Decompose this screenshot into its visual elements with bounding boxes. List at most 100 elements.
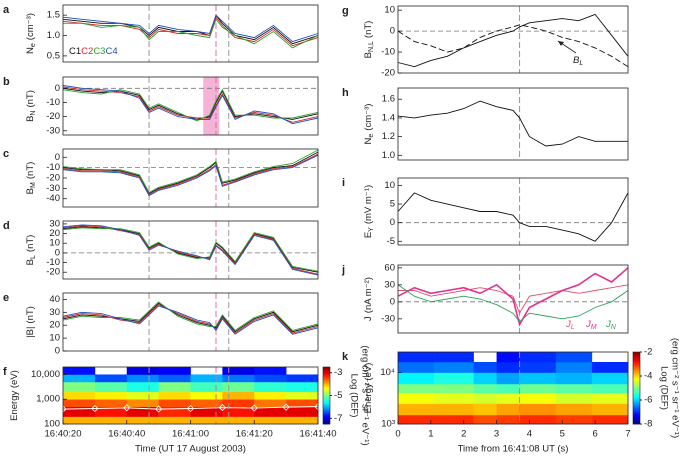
panel: a 0.5 1.0 1.5 Ne (cm⁻³) C1C2C3C4	[3, 4, 319, 63]
colorbar-step	[323, 368, 330, 371]
heatmap-cell	[158, 374, 191, 383]
y-tick-label: 10,000	[31, 369, 60, 380]
colorbar-step	[633, 377, 640, 380]
heatmap-cell	[63, 381, 96, 393]
y-axis-title: Energy (eV)	[9, 370, 20, 421]
heatmap-cell	[222, 367, 255, 375]
label-main: B	[25, 116, 36, 122]
panel: b 0 -10 -20 -30 BN (nT)	[3, 76, 319, 136]
y-tick-label: 1.6	[382, 94, 395, 105]
colorbar-units: (erg cm⁻² s⁻¹ sr⁻¹ eV⁻¹)	[669, 338, 680, 438]
x-tick-label: 16:41:00	[172, 429, 209, 440]
mean-energy-marker	[282, 403, 290, 411]
colorbar-step	[633, 352, 640, 355]
label-unit: (nA m⁻²)	[363, 277, 374, 313]
label-main: N	[25, 47, 36, 54]
heatmap-cell	[222, 381, 255, 393]
colorbar-step	[323, 405, 330, 408]
panel-letter: f	[3, 366, 7, 378]
y-tick-label: 10⁴	[380, 367, 395, 378]
colorbar-step	[323, 415, 330, 418]
colorbar-step	[323, 412, 330, 415]
colorbar-step	[633, 395, 640, 398]
colorbar-step	[633, 391, 640, 394]
data-line	[62, 14, 319, 45]
panel-letter: i	[342, 177, 345, 189]
colorbar-step	[633, 420, 640, 423]
colorbar-step	[633, 397, 640, 400]
label-main: J	[363, 316, 374, 321]
colorbar-step	[323, 384, 330, 386]
heatmap-cell	[126, 374, 159, 383]
heatmap-cell	[591, 403, 629, 416]
heatmap-cell	[398, 414, 435, 425]
colorbar-step	[323, 406, 330, 409]
y-axis-title: Energy (eV)	[363, 363, 374, 414]
y-tick-label: 10	[384, 180, 395, 191]
colorbar-step	[633, 393, 640, 396]
colorbar-step	[323, 401, 330, 404]
heatmap-cell	[286, 391, 319, 400]
colorbar-step	[633, 368, 640, 371]
y-tick-label: 1,000	[36, 394, 60, 405]
heatmap-cell	[555, 352, 593, 363]
colorbar-step	[323, 409, 330, 412]
y-tick-label: 1.2	[382, 131, 395, 142]
colorbar-step	[323, 419, 330, 422]
heatmap-cell	[519, 361, 557, 373]
heatmap-cell	[434, 352, 474, 363]
colorbar-step	[323, 376, 330, 379]
label-main: J	[585, 319, 591, 330]
data-line	[62, 149, 319, 194]
colorbar-step	[323, 375, 330, 378]
y-axis-title: EY (mV m⁻¹)	[363, 185, 376, 238]
colorbar-step	[323, 389, 330, 392]
colorbar-units: (erg cm⁻² s⁻¹ sr⁻¹ eV⁻¹)	[359, 345, 370, 445]
label-sub: L	[30, 255, 37, 259]
heatmap-cell	[591, 361, 629, 373]
y-tick-label: 1.0	[47, 30, 60, 41]
colorbar-step	[633, 415, 640, 418]
panel: k 10³ 10⁴ 0 1 2 3 4 5 6 7 Time from 16:41:08 UT (s)…	[342, 338, 680, 455]
label-unit: (nT)	[25, 90, 36, 107]
heatmap-cell	[94, 399, 128, 407]
panel-letter: b	[3, 76, 10, 88]
colorbar-frame	[632, 351, 641, 425]
y-tick-label: -5	[387, 236, 395, 247]
data-line	[62, 225, 319, 275]
y-tick-label: -30	[46, 183, 60, 194]
colorbar-step	[633, 382, 640, 385]
x-axis-title: Time (UT 17 August 2003)	[135, 444, 246, 455]
plot-frame	[62, 292, 319, 352]
heatmap-cell	[222, 374, 255, 383]
panel: h 1.6 1.4 1.2 1.0 Ne (cm⁻³)	[342, 87, 629, 161]
label-main: B	[573, 55, 580, 66]
y-axis-title: J (nA m⁻²)	[363, 277, 374, 321]
data-line	[62, 153, 319, 196]
heatmap-cell	[286, 374, 319, 383]
heatmap-cell	[190, 374, 223, 383]
data-line	[397, 100, 628, 147]
colorbar-step	[323, 381, 330, 384]
mean-energy-marker	[218, 404, 226, 412]
colorbar-step	[323, 398, 330, 401]
heatmap-cell	[496, 361, 520, 373]
y-tick-label: 10	[49, 238, 60, 249]
colorbar-tick-label: -7	[334, 413, 342, 424]
y-tick-label: -20	[46, 173, 60, 184]
panel: i 10 5 0 -5 EY (mV m⁻¹)	[342, 177, 629, 247]
y-tick-label: -10	[381, 47, 395, 58]
heatmap-cell	[591, 383, 629, 394]
data-line	[62, 14, 319, 43]
heatmap-cell	[254, 406, 287, 417]
data-line	[398, 284, 629, 315]
heatmap-cell	[190, 391, 223, 400]
y-tick-label: -30	[381, 313, 395, 324]
y-tick-label: -40	[46, 193, 60, 204]
colorbar-step	[323, 399, 330, 402]
colorbar-step	[633, 388, 640, 391]
y-tick-label: 30	[49, 218, 60, 229]
heatmap-cell	[126, 399, 159, 407]
y-tick-label: 0.5	[47, 50, 60, 61]
